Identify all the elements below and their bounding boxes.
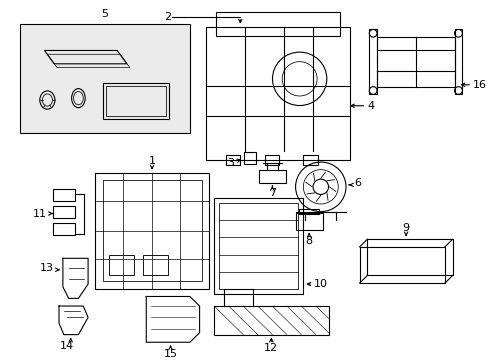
Bar	[376, 37, 454, 87]
Text: 16: 16	[472, 80, 486, 90]
Bar	[258, 170, 285, 183]
Bar	[219, 203, 298, 289]
Text: 2: 2	[163, 12, 171, 22]
Bar	[244, 153, 255, 164]
Bar	[214, 198, 303, 294]
Bar	[225, 156, 240, 165]
Text: 7: 7	[268, 188, 275, 198]
Bar	[95, 172, 209, 289]
Text: 1: 1	[148, 156, 155, 166]
Text: 14: 14	[60, 341, 74, 351]
Text: 6: 6	[353, 178, 361, 188]
Text: 11: 11	[33, 208, 46, 219]
Bar	[216, 12, 340, 36]
Bar	[454, 30, 462, 94]
Bar	[264, 156, 279, 165]
Bar	[109, 256, 133, 275]
Text: 4: 4	[367, 101, 374, 111]
Text: 10: 10	[313, 279, 327, 289]
Bar	[105, 86, 165, 116]
Bar	[368, 30, 376, 94]
Text: 12: 12	[264, 343, 278, 353]
Text: 13: 13	[40, 263, 53, 273]
Bar	[102, 180, 201, 281]
Bar	[303, 156, 317, 165]
Text: 8: 8	[305, 236, 312, 246]
Text: 3: 3	[226, 158, 234, 168]
Bar	[143, 256, 167, 275]
Bar	[53, 223, 74, 235]
Bar	[214, 306, 328, 334]
Text: 5: 5	[101, 9, 108, 19]
Bar	[53, 189, 74, 201]
Bar	[20, 24, 189, 134]
Text: 9: 9	[402, 223, 409, 233]
Bar	[299, 209, 318, 215]
Bar	[295, 212, 322, 230]
Bar	[102, 83, 168, 119]
Bar	[206, 27, 349, 160]
Bar	[53, 206, 74, 218]
Text: 15: 15	[163, 349, 177, 359]
